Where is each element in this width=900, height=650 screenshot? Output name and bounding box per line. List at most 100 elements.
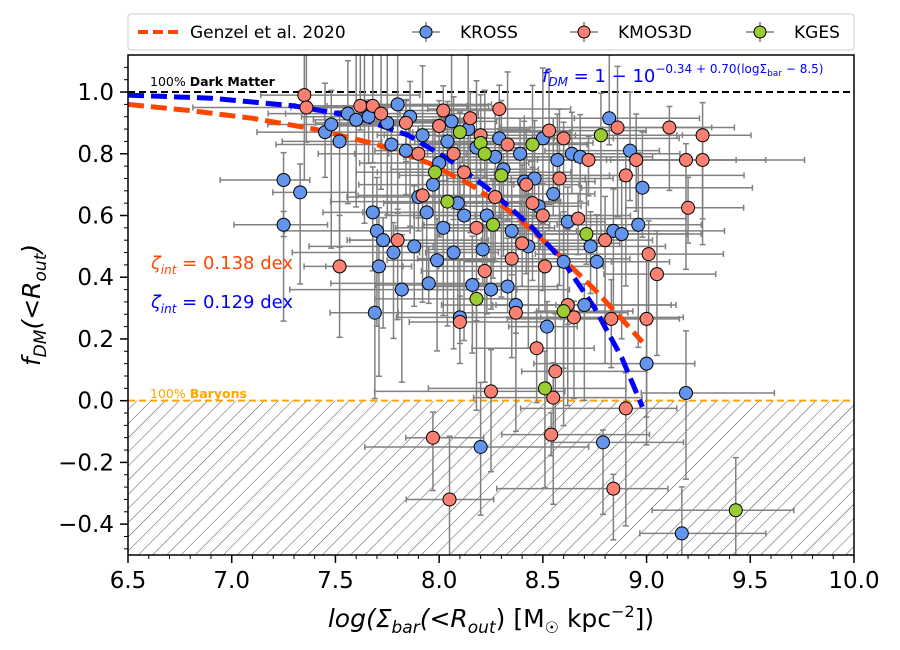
kmos3d-point: [537, 259, 552, 274]
kmos3d-point: [299, 100, 314, 115]
x-axis-ticks: 6.5 7.0 7.5 8.0 8.5 9.0 9.5 10.0: [110, 555, 880, 594]
x-tick-label: 7.5: [317, 568, 354, 594]
fit-formula: fDM = 1 − 10−0.34 + 0.70(logΣbar − 8.5): [542, 62, 823, 89]
kmos3d-point: [488, 189, 503, 204]
kmos3d-point: [415, 188, 430, 203]
genzel-curve: [128, 101, 645, 344]
kross-point: [415, 128, 430, 143]
kross-point: [394, 282, 409, 297]
kmos3d-point: [425, 430, 440, 445]
kmos3d-point: [469, 220, 484, 235]
x-axis-title: log(Σbar(<Rout) [M☉ kpc−2]): [328, 602, 654, 638]
kges-point: [525, 137, 540, 152]
kross-point: [513, 146, 528, 161]
kross-point: [596, 435, 611, 450]
kmos3d-point: [477, 264, 492, 279]
kross-point: [540, 319, 555, 334]
kross-point: [386, 245, 401, 260]
kross-point: [407, 239, 422, 254]
kmos3d-point: [581, 152, 596, 167]
kross-point: [504, 223, 519, 238]
kmos3d-point: [390, 233, 405, 248]
kross-point: [635, 180, 650, 195]
kmos3d-point: [332, 259, 347, 274]
kross-point: [398, 143, 413, 158]
kross-point: [367, 305, 382, 320]
legend-kges-label: KGES: [794, 23, 840, 43]
kross-point: [465, 277, 480, 292]
legend-kross-marker: [412, 22, 440, 42]
kmos3d-point: [552, 171, 567, 186]
kmos3d-point: [535, 208, 550, 223]
kross-point: [419, 205, 434, 220]
kmos3d-point: [508, 305, 523, 320]
kmos3d-point: [457, 165, 472, 180]
x-tick-label: 7.0: [213, 568, 250, 594]
kross-point: [276, 217, 291, 232]
kges-point: [537, 381, 552, 396]
kross-point: [425, 177, 440, 192]
y-tick-label: 0.0: [77, 389, 114, 415]
kross-point: [546, 186, 561, 201]
kmos3d-point: [398, 115, 413, 130]
kmos3d-point: [446, 146, 461, 161]
kmos3d-point: [604, 311, 619, 326]
baryons-label: 100% Baryons: [150, 386, 247, 401]
x-tick-label: 9.5: [732, 568, 769, 594]
kmos3d-point: [484, 384, 498, 399]
kmos3d-point: [500, 137, 515, 152]
kross-point: [390, 97, 405, 112]
kmos3d-point: [678, 152, 693, 167]
kross-point: [583, 239, 598, 254]
kross-point: [421, 276, 436, 291]
kross-point: [500, 279, 515, 294]
kmos3d-point: [639, 311, 654, 326]
dark-matter-label: 100% Dark Matter: [150, 74, 276, 89]
kmos3d-point: [618, 401, 633, 416]
kross-point: [602, 111, 617, 126]
kross-point: [384, 137, 399, 152]
kross-point: [371, 259, 386, 274]
kmos3d-point: [442, 492, 457, 507]
kges-point: [593, 128, 608, 143]
y-tick-label: 0.8: [77, 142, 114, 168]
kmos3d-point: [695, 128, 710, 143]
y-tick-label: 0.2: [77, 327, 114, 353]
kges-point: [556, 304, 571, 319]
kmos3d-point: [436, 103, 451, 118]
y-axis-ticks: −0.4 −0.2 0.0 0.2 0.4 0.6 0.8 1.0: [58, 66, 128, 550]
kross-point: [556, 254, 571, 269]
x-tick-label: 9.0: [628, 568, 665, 594]
kmos3d-point: [610, 120, 625, 135]
kmos3d-point: [695, 152, 710, 167]
kmos3d-point: [544, 427, 559, 442]
kmos3d-point: [515, 236, 530, 251]
kmos3d-point: [629, 152, 644, 167]
scatter-genzel-annotation: ζint = 0.138 dex: [150, 253, 293, 277]
kges-point: [452, 125, 467, 140]
kmos3d-point: [548, 364, 563, 379]
legend-kmos3d-label: KMOS3D: [618, 23, 692, 43]
y-axis-title: fDM(<Rout): [17, 244, 51, 366]
kmos3d-point: [606, 481, 621, 496]
kross-point: [349, 112, 364, 127]
legend-genzel-label: Genzel et al. 2020: [190, 23, 346, 43]
kross-point: [324, 117, 339, 132]
kmos3d-point: [641, 247, 656, 262]
kges-point: [486, 217, 501, 232]
kmos3d-point: [504, 251, 519, 266]
kmos3d-point: [618, 168, 633, 183]
kross-point: [473, 439, 488, 454]
x-tick-label: 8.5: [525, 568, 562, 594]
legend: Genzel et al. 2020 KROSS KMOS3D KGES: [127, 13, 855, 51]
kmos3d-point: [463, 111, 478, 126]
error-bars: [192, 55, 806, 555]
kross-point: [678, 385, 693, 400]
scatter-fit-annotation: ζint = 0.129 dex: [150, 292, 293, 316]
kross-point: [436, 220, 451, 235]
kross-point: [332, 134, 347, 149]
legend-kges-marker: [746, 22, 774, 42]
kross-point: [446, 245, 461, 260]
kges-point: [728, 503, 743, 518]
